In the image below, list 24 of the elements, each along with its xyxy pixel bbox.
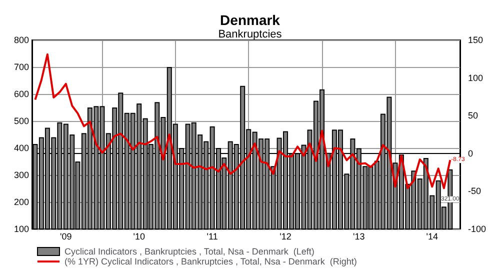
y2-tick-label: 50 (468, 110, 478, 121)
legend-label: Cyclical Indicators , Bankruptcies , Total, Nsa - Denmark (Left) (64, 246, 314, 256)
y2-tick-label: 100 (468, 72, 484, 83)
x-tick-label: '10 (133, 232, 145, 242)
y-tick-label: 800 (14, 35, 29, 45)
y2-tick-label: 150 (468, 35, 484, 45)
x-tick-label: '14 (426, 232, 438, 242)
chart-title: Denmark (220, 12, 280, 28)
y-tick-label: 700 (14, 62, 29, 72)
y2-tick-label: 0 (468, 148, 474, 158)
legend-label: (% 1YR) Cyclical Indicators , Bankruptcies , Total, Nsa - Denmark (Right) (64, 256, 357, 266)
y-tick-label: 200 (14, 197, 29, 207)
chart-subtitle: Bankruptcies (218, 28, 282, 40)
x-tick-label: '13 (353, 232, 365, 242)
x-tick-label: '09 (60, 232, 72, 242)
x-tick-label: '12 (280, 232, 292, 242)
y2-tick-label: -50 (468, 186, 482, 196)
y-tick-label: 100 (14, 224, 29, 234)
y-tick-label: 400 (14, 143, 29, 153)
y-tick-label: 300 (14, 170, 29, 180)
y2-tick-label: -100 (468, 224, 486, 234)
y-tick-label: 600 (14, 89, 29, 99)
y-tick-label: 500 (14, 116, 29, 126)
x-tick-label: '11 (206, 232, 218, 242)
